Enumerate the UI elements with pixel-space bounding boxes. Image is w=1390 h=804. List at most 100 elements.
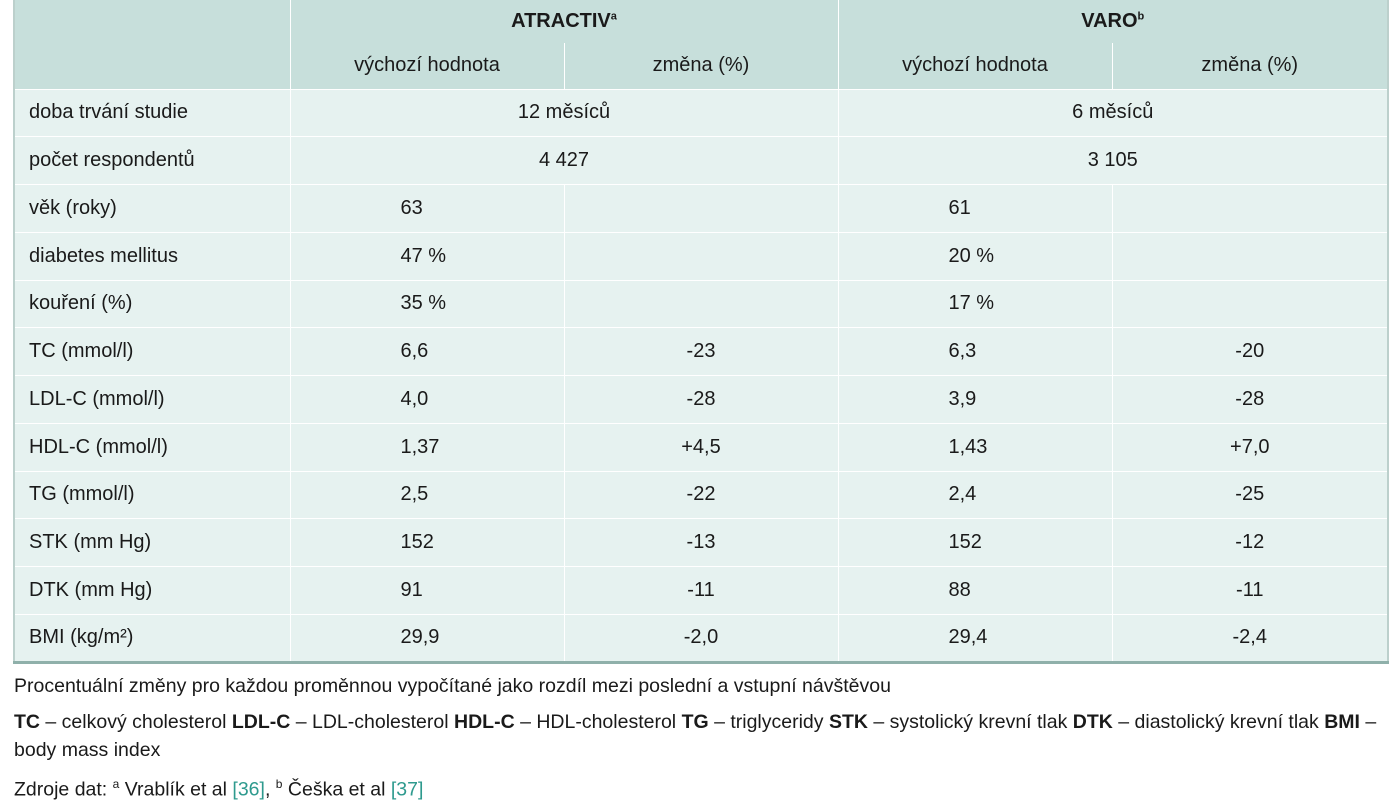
cell-a-change: -23: [563, 327, 838, 376]
cell-b-change: [1111, 184, 1389, 233]
cell-a-baseline: 1,37: [289, 422, 564, 471]
abbrev-def: – HDL-cholesterol: [514, 711, 682, 733]
table-row: BMI (kg/m²) 29,9 -2,0 29,4 -2,4: [14, 613, 1389, 662]
source-a-marker: a: [112, 777, 120, 791]
abbrev-def: – body mass index: [14, 711, 1377, 761]
note-abbreviations: TC – celkový cholesterol LDL-C – LDL-cho…: [14, 708, 1384, 764]
source-b-text: Češka et al: [282, 778, 391, 801]
abbrev-term: BMI: [1324, 711, 1360, 733]
table-row: doba trvání studie 12 měsíců 6 měsíců: [14, 88, 1389, 137]
table-row: LDL-C (mmol/l) 4,0 -28 3,9 -28: [14, 375, 1389, 424]
header-group-atractiv: ATRACTIVa: [289, 0, 838, 43]
table-row: TC (mmol/l) 6,6 -23 6,3 -20: [14, 327, 1389, 376]
abbrev-term: TG: [681, 711, 709, 733]
cell-b-baseline: 152: [837, 518, 1112, 567]
cell-a-baseline: 63: [289, 184, 564, 233]
abbrev-term: LDL-C: [231, 711, 291, 733]
header-row-subcolumns: výchozí hodnota změna (%) výchozí hodnot…: [14, 43, 1389, 89]
row-label: STK (mm Hg): [14, 518, 290, 567]
cell-b-change: -28: [1111, 375, 1389, 424]
sources-prefix: Zdroje dat:: [14, 778, 113, 801]
row-label: BMI (kg/m²): [14, 613, 290, 662]
table-row: DTK (mm Hg) 91 -11 88 -11: [14, 566, 1389, 615]
cell-b-baseline: 20 %: [837, 231, 1112, 280]
header-b-change: změna (%): [1111, 43, 1389, 89]
header-group-varo: VAROb: [837, 0, 1389, 43]
abbrev-def: – celkový cholesterol: [40, 711, 232, 733]
header-b-baseline: výchozí hodnota: [837, 43, 1112, 89]
cell-a-baseline: 35 %: [289, 279, 564, 328]
header-a-baseline: výchozí hodnota: [289, 43, 564, 89]
cell-a-change: +4,5: [563, 422, 838, 471]
row-label: diabetes mellitus: [14, 231, 290, 280]
note-percent-changes: Procentuální změny pro každou proměnnou …: [14, 675, 891, 697]
cell-b-baseline: 3,9: [837, 375, 1112, 424]
cell-b-change: -2,4: [1111, 613, 1389, 662]
cell-b-change: +7,0: [1111, 422, 1389, 471]
cell-b-change: -11: [1111, 566, 1389, 615]
cell-a-span: 4 427: [289, 136, 838, 185]
header-a-change: změna (%): [563, 43, 838, 89]
abbrev-def: – triglyceridy: [708, 711, 829, 733]
abbrev-def: – LDL-cholesterol: [290, 711, 454, 733]
cell-a-change: -2,0: [563, 613, 838, 662]
table-notes: Procentuální změny pro každou proměnnou …: [14, 672, 1384, 804]
comparison-table: ATRACTIVa VAROb výchozí hodnota změna (%…: [13, 0, 1390, 664]
cell-b-change: [1111, 231, 1389, 280]
cell-a-change: [563, 184, 838, 233]
abbrev-term: STK: [828, 711, 868, 733]
cell-a-change: -28: [563, 375, 838, 424]
abbrev-term: HDL-C: [454, 711, 515, 733]
cell-b-baseline: 17 %: [837, 279, 1112, 328]
cell-b-span: 6 měsíců: [837, 88, 1389, 137]
cell-b-span: 3 105: [837, 136, 1389, 185]
note-sources: Zdroje dat: a Vrablík et al [36], b Češk…: [14, 770, 1384, 804]
row-label: HDL-C (mmol/l): [14, 422, 290, 471]
cell-a-baseline: 47 %: [289, 231, 564, 280]
row-label: LDL-C (mmol/l): [14, 375, 290, 424]
source-a-ref-link[interactable]: [36]: [232, 778, 265, 801]
cell-a-change: [563, 231, 838, 280]
row-label: TG (mmol/l): [14, 470, 290, 519]
row-label: doba trvání studie: [14, 88, 290, 137]
table-row: počet respondentů 4 427 3 105: [14, 136, 1389, 185]
cell-b-change: [1111, 279, 1389, 328]
cell-a-baseline: 29,9: [289, 613, 564, 662]
cell-b-change: -25: [1111, 470, 1389, 519]
cell-a-baseline: 91: [289, 566, 564, 615]
table-row: věk (roky) 63 61: [14, 184, 1389, 233]
table-row: diabetes mellitus 47 % 20 %: [14, 231, 1389, 280]
cell-a-baseline: 2,5: [289, 470, 564, 519]
row-label: TC (mmol/l): [14, 327, 290, 376]
cell-a-change: -22: [563, 470, 838, 519]
cell-b-change: -12: [1111, 518, 1389, 567]
source-b-ref-link[interactable]: [37]: [390, 778, 424, 801]
table-row: kouření (%) 35 % 17 %: [14, 279, 1389, 328]
cell-a-baseline: 4,0: [289, 375, 564, 424]
cell-b-baseline: 2,4: [837, 470, 1112, 519]
source-b-marker: b: [275, 777, 283, 791]
cell-a-baseline: 152: [289, 518, 564, 567]
row-label: DTK (mm Hg): [14, 566, 290, 615]
source-separator: ,: [264, 778, 276, 801]
row-label: počet respondentů: [14, 136, 290, 185]
header-corner: [14, 0, 291, 89]
cell-a-change: -13: [563, 518, 838, 567]
abbrev-term: DTK: [1072, 711, 1113, 733]
cell-b-change: -20: [1111, 327, 1389, 376]
cell-a-baseline: 6,6: [289, 327, 564, 376]
row-label: kouření (%): [14, 279, 290, 328]
cell-a-span: 12 měsíců: [289, 88, 838, 137]
abbrev-def: – systolický krevní tlak: [867, 711, 1073, 733]
header-row-groups: ATRACTIVa VAROb: [14, 0, 1389, 89]
cell-b-baseline: 29,4: [837, 613, 1112, 662]
cell-a-change: [563, 279, 838, 328]
source-a-text: Vrablík et al: [119, 778, 233, 801]
cell-b-baseline: 1,43: [837, 422, 1112, 471]
cell-b-baseline: 88: [837, 566, 1112, 615]
cell-a-change: -11: [563, 566, 838, 615]
table-row: TG (mmol/l) 2,5 -22 2,4 -25: [14, 470, 1389, 519]
abbrev-term: TC: [14, 711, 40, 733]
table-row: HDL-C (mmol/l) 1,37 +4,5 1,43 +7,0: [14, 422, 1389, 471]
